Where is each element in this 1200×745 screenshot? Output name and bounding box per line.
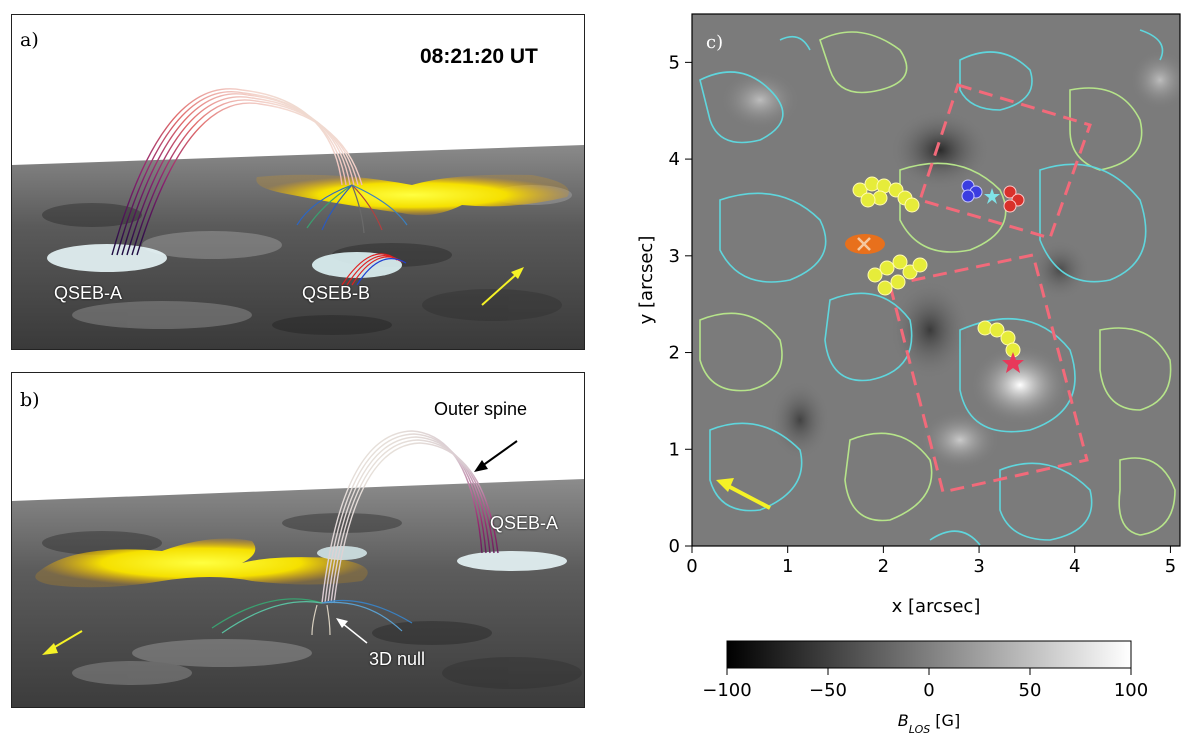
colorbar-tick-label: 100 [1114,680,1148,701]
timestamp: 08:21:20 UT [420,45,538,68]
colorbar-tick-label: 0 [923,680,934,701]
direction-arrow-c [716,478,771,510]
cyan-star-marker [984,188,1000,204]
brightening-region [256,174,569,216]
region-boxes [888,83,1092,494]
x-axis-label: x [arcsec] [892,596,981,617]
colorbar-tick-label: −100 [702,680,751,701]
qseb-a-blob-b [457,551,567,571]
colorbar-tick-label: 50 [1019,680,1042,701]
y-axis-label: y [arcsec] [636,236,657,325]
colorbar-tick-label: −50 [809,680,847,701]
plot-frame [691,13,1181,547]
panel-b-label: b) [20,389,40,411]
x-tick-label: 3 [973,556,984,577]
red-marker-cluster [1003,185,1025,213]
outer-spine-loop-b [321,430,499,604]
null-label: 3D null [369,649,426,669]
x-tick-label: 4 [1069,556,1080,577]
colorbar [726,640,1132,669]
orange-x-marker [845,234,885,254]
panel-a-label: a) [20,29,39,51]
granulation-texture-b [42,513,582,689]
qseb-a-label-b: QSEB-A [490,513,559,533]
y-tick-label: 0 [669,536,680,557]
photosphere-plane-b [12,479,584,707]
y-tick-label: 3 [669,246,680,267]
direction-arrow-b [42,630,83,655]
panel-a-3d-view: a) 08:21:20 UT QSEB-A QSEB-B [11,14,585,350]
outer-spine-label: Outer spine [434,399,528,419]
qseb-a-blob [47,244,167,272]
y-tick-label: 4 [669,149,680,170]
fan-field-lines-b [211,598,413,636]
outer-spine-pointer [474,440,518,472]
x-tick-label: 0 [686,556,697,577]
panel-a-scene [12,88,584,349]
x-tick-label: 2 [878,556,889,577]
blue-marker-cluster [961,179,983,203]
fan-field-lines [296,184,408,234]
y-tick-label: 1 [669,439,680,460]
direction-arrow [481,267,524,306]
y-tick-label: 5 [669,52,680,73]
null-pointer [336,618,368,644]
y-tick-label: 2 [669,343,680,364]
x-axis-ticks: 0 1 2 3 4 5 [686,546,1176,577]
colorbar-label: BLOS [G] [898,711,960,736]
magnetogram-texture [699,29,1180,546]
outer-spine-loop [111,88,363,256]
panel-b-3d-view: b) Outer spine QSEB-A 3D null [11,372,585,708]
panel-c-label: c) [706,32,723,53]
qseb-b-field-lines [341,253,407,286]
x-tick-label: 1 [782,556,793,577]
panel-b-scene [12,430,584,707]
brightening-region-b [35,538,368,588]
qseb-b-label: QSEB-B [302,283,371,303]
panel-c-magnetogram: c) 0 1 2 3 4 5 0 1 2 3 4 5 x [arcsec] y [arcsec] −… [636,13,1181,736]
y-axis-ticks: 0 1 2 3 4 5 [669,52,692,557]
colorbar-ticks: −100 −50 0 50 100 [702,668,1148,701]
x-tick-label: 5 [1165,556,1176,577]
qseb-a-label: QSEB-A [54,283,123,303]
yellow-marker-clusters [852,176,1021,358]
pink-star-marker [1002,352,1024,373]
